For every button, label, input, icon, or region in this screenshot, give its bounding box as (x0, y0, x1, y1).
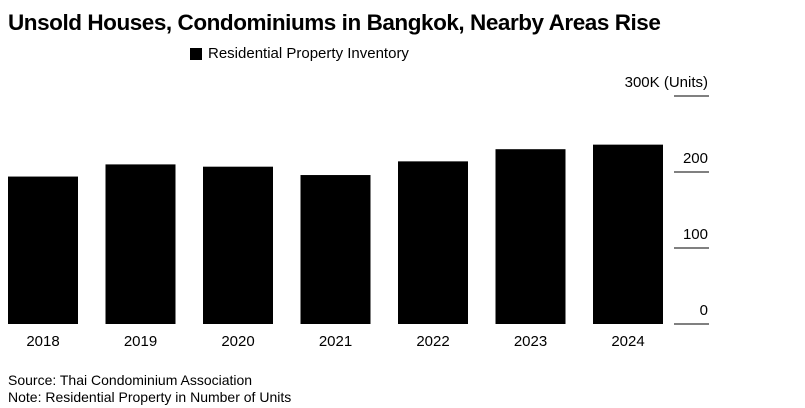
y-tick-label-300: 300K (Units) (625, 74, 708, 91)
x-tick-label-2019: 2019 (124, 333, 157, 350)
units-note: Note: Residential Property in Number of … (8, 389, 292, 405)
y-tick-label-0: 0 (700, 302, 708, 319)
bar-2020 (203, 166, 273, 324)
x-tick-label-2018: 2018 (26, 333, 59, 350)
legend-label: Residential Property Inventory (208, 45, 409, 62)
y-tick-label-100: 100 (683, 226, 708, 243)
x-tick-label-2024: 2024 (611, 333, 644, 350)
bar-2023 (495, 149, 566, 324)
chart-title: Unsold Houses, Condominiums in Bangkok, … (8, 10, 661, 35)
source-note: Source: Thai Condominium Association (8, 372, 253, 388)
legend-swatch (190, 47, 202, 60)
x-tick-label-2022: 2022 (416, 333, 449, 350)
bar-2022 (398, 161, 468, 324)
chart-legend: Residential Property Inventory (190, 45, 409, 62)
bar-2021 (300, 175, 371, 324)
bar-2018 (8, 176, 78, 324)
x-tick-label-2023: 2023 (514, 333, 547, 350)
x-tick-label-2020: 2020 (221, 333, 254, 350)
bar-2024 (593, 144, 663, 324)
x-tick-label-2021: 2021 (319, 333, 352, 350)
bar-2019 (105, 164, 176, 324)
y-tick-label-200: 200 (683, 150, 708, 167)
